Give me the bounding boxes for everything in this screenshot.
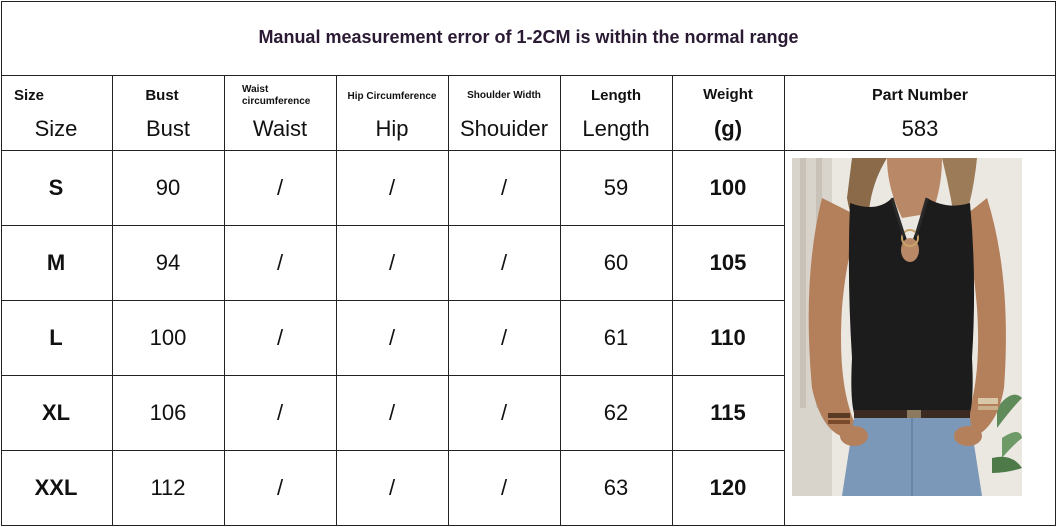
waist-cell: / xyxy=(276,249,284,275)
shoulder-cell: / xyxy=(500,249,508,275)
weight-cell: 110 xyxy=(710,324,746,350)
divider xyxy=(1,300,784,301)
divider xyxy=(336,75,337,526)
header-size-label: Size xyxy=(14,87,45,104)
weight-cell: 120 xyxy=(709,475,747,500)
hip-cell: / xyxy=(388,399,396,425)
divider xyxy=(1,225,784,226)
header-shoulder-label: Shoulder Width xyxy=(467,90,541,101)
divider xyxy=(112,75,113,526)
waist-cell: / xyxy=(276,475,284,500)
bust-cell: 106 xyxy=(149,399,187,425)
part-number-value: 583 xyxy=(901,116,939,141)
product-photo xyxy=(792,158,1022,496)
measurement-note: Manual measurement error of 1-2CM is wit… xyxy=(258,27,799,47)
bust-cell: 112 xyxy=(150,475,186,500)
header-shoulder-value: Shouider xyxy=(459,116,549,141)
bust-cell: 90 xyxy=(155,174,181,200)
bust-cell: 94 xyxy=(155,249,181,275)
size-cell: XXL xyxy=(34,475,78,500)
waist-cell: / xyxy=(276,324,284,350)
weight-cell: 100 xyxy=(709,174,747,200)
hip-cell: / xyxy=(388,475,396,500)
divider xyxy=(1,375,784,376)
divider xyxy=(448,75,449,526)
header-weight-label: Weight xyxy=(703,86,753,103)
hip-cell: / xyxy=(388,324,396,350)
size-cell: L xyxy=(49,324,63,350)
size-cell: M xyxy=(46,249,66,275)
shoulder-cell: / xyxy=(500,399,508,425)
header-waist-label: Waist circumference xyxy=(242,84,311,107)
divider xyxy=(1,150,1056,151)
divider xyxy=(1,450,784,451)
header-length-value: Length xyxy=(582,116,650,141)
shoulder-cell: / xyxy=(500,475,508,500)
length-cell: 62 xyxy=(603,399,629,425)
waist-cell: / xyxy=(276,174,284,200)
divider xyxy=(1,75,1056,76)
header-size-value: Size xyxy=(34,116,78,141)
header-part-number-label: Part Number xyxy=(871,87,969,104)
weight-cell: 115 xyxy=(710,399,746,425)
header-weight-unit: (g) xyxy=(713,116,743,141)
shoulder-cell: / xyxy=(500,324,508,350)
length-cell: 63 xyxy=(603,475,629,500)
divider xyxy=(784,75,785,526)
header-waist-value: Waist xyxy=(252,116,308,141)
shoulder-cell: / xyxy=(500,174,508,200)
tank-top-illustration xyxy=(792,158,1022,496)
waist-cell: / xyxy=(276,399,284,425)
length-cell: 59 xyxy=(603,174,629,200)
header-hip-value: Hip xyxy=(375,116,409,141)
hip-cell: / xyxy=(388,249,396,275)
divider xyxy=(224,75,225,526)
weight-cell: 105 xyxy=(709,249,747,275)
divider xyxy=(672,75,673,526)
hip-cell: / xyxy=(388,174,396,200)
size-cell: S xyxy=(48,174,64,200)
length-cell: 61 xyxy=(603,324,629,350)
size-cell: XL xyxy=(41,399,71,425)
bust-cell: 100 xyxy=(149,324,187,350)
length-cell: 60 xyxy=(603,249,629,275)
header-length-label: Length xyxy=(591,87,641,104)
header-bust-value: Bust xyxy=(145,116,191,141)
header-hip-label: Hip Circumference xyxy=(347,91,437,102)
divider xyxy=(560,75,561,526)
header-bust-label: Bust xyxy=(145,87,179,104)
